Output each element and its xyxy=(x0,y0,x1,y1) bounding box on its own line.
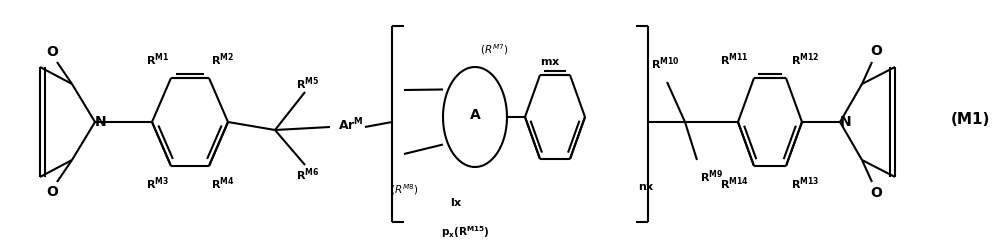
Text: $\bf{R}^{\bf{M3}}$: $\bf{R}^{\bf{M3}}$ xyxy=(146,176,169,192)
Text: $\bf{mx}$: $\bf{mx}$ xyxy=(540,57,561,67)
Text: $(R^{M7})$: $(R^{M7})$ xyxy=(480,43,508,57)
Text: $\bf{R}^{\bf{M10}}$: $\bf{R}^{\bf{M10}}$ xyxy=(651,56,679,72)
Text: $\bf{R}^{\bf{M2}}$: $\bf{R}^{\bf{M2}}$ xyxy=(211,52,234,68)
Text: $\bf{R}^{\bf{M14}}$: $\bf{R}^{\bf{M14}}$ xyxy=(720,176,749,192)
Text: $\bf{lx}$: $\bf{lx}$ xyxy=(450,196,463,208)
Text: A: A xyxy=(470,108,480,122)
Text: $\bf{Ar}^{\bf{M}}$: $\bf{Ar}^{\bf{M}}$ xyxy=(338,117,364,133)
Text: $\bf{R}^{\bf{M13}}$: $\bf{R}^{\bf{M13}}$ xyxy=(791,176,819,192)
Text: $\bf{R}^{\bf{M9}}$: $\bf{R}^{\bf{M9}}$ xyxy=(700,169,723,185)
Text: $\bf{p_x(R^{M15})}$: $\bf{p_x(R^{M15})}$ xyxy=(441,224,489,240)
Text: $(R^{M8})$: $(R^{M8})$ xyxy=(390,183,418,197)
Text: $\bf{R}^{\bf{M5}}$: $\bf{R}^{\bf{M5}}$ xyxy=(296,76,320,92)
Text: $\bf{R}^{\bf{M4}}$: $\bf{R}^{\bf{M4}}$ xyxy=(211,176,235,192)
Text: (M1): (M1) xyxy=(950,112,990,128)
Text: N: N xyxy=(840,115,852,129)
Text: O: O xyxy=(870,44,882,58)
Text: O: O xyxy=(46,45,58,59)
Text: N: N xyxy=(95,115,107,129)
Text: $\bf{R}^{\bf{M6}}$: $\bf{R}^{\bf{M6}}$ xyxy=(296,167,320,183)
Text: $\bf{R}^{\bf{M1}}$: $\bf{R}^{\bf{M1}}$ xyxy=(146,52,169,68)
Text: $\bf{R}^{\bf{M11}}$: $\bf{R}^{\bf{M11}}$ xyxy=(720,52,749,68)
Text: $\bf{nx}$: $\bf{nx}$ xyxy=(638,182,655,192)
Text: O: O xyxy=(870,186,882,200)
Text: O: O xyxy=(46,185,58,199)
Text: $\bf{R}^{\bf{M12}}$: $\bf{R}^{\bf{M12}}$ xyxy=(791,52,820,68)
